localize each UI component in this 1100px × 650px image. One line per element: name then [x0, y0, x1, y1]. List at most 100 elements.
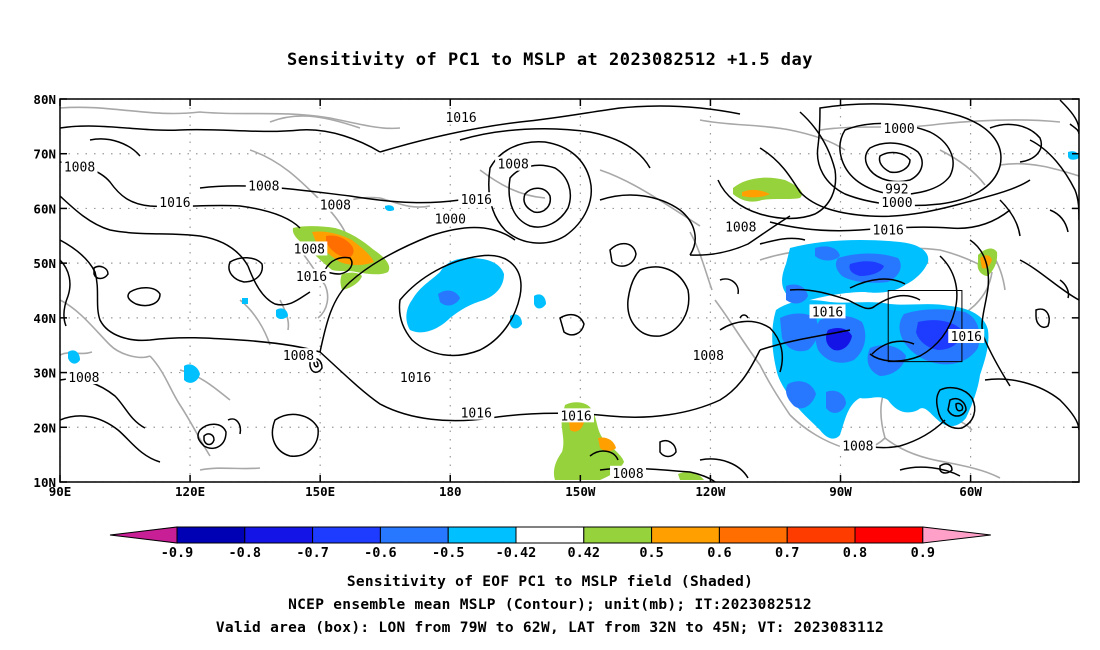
- contour-label-16: 1016: [951, 330, 982, 345]
- contour-label-24: 1008: [612, 467, 643, 482]
- axis-ticks: [59, 98, 1079, 483]
- tick-label-lon-7: 60W: [959, 484, 982, 499]
- colorbar-bin-6: [583, 526, 653, 544]
- contour-label-bg-22: [558, 408, 595, 423]
- colorbar-label-4: -0.5: [432, 545, 465, 561]
- contour-label-bg-5: [878, 194, 915, 209]
- colorbar-bin-7: [651, 526, 720, 544]
- contour-label-6: 1008: [248, 180, 279, 195]
- tick-label-lat-0: 80N: [33, 92, 56, 107]
- tick-label-lat-1: 70N: [33, 147, 56, 162]
- contour-label-1: 1000: [883, 122, 914, 137]
- contour-label-bg-10: [432, 211, 469, 226]
- contour-label-bg-16: [948, 329, 985, 344]
- contour-label-bg-9: [458, 192, 495, 207]
- contour-label-19: 1016: [400, 371, 431, 386]
- contour-label-bg-24: [610, 465, 647, 480]
- contour-label-bg-4: [882, 181, 911, 196]
- tick-label-lon-3: 180: [439, 484, 462, 499]
- colorbar-label-10: 0.8: [843, 545, 867, 561]
- contour-label-4: 992: [885, 182, 908, 197]
- colorbar-bin-9: [786, 526, 856, 544]
- tick-label-lon-6: 90W: [829, 484, 852, 499]
- sensitivity-shading: [68, 151, 1079, 480]
- contour-label-3: 1008: [497, 158, 528, 173]
- colorbar-label-7: 0.5: [639, 545, 663, 561]
- colorbar-label-8: 0.6: [707, 545, 731, 561]
- contour-label-bg-13: [291, 241, 328, 256]
- contour-label-12: 1016: [873, 223, 904, 238]
- contour-label-bg-23: [839, 438, 876, 453]
- contour-label-bg-19: [397, 370, 434, 385]
- contour-label-23: 1008: [842, 439, 873, 454]
- colorbar-bin-1: [244, 526, 314, 544]
- axis-tick-labels: 90E 120E 150E 180 150W 120W 90W 60W 80N 70N 60N 50N…: [33, 92, 982, 499]
- colorbar-bin-0: [176, 526, 246, 544]
- tick-label-lon-2: 150E: [305, 484, 335, 499]
- caption-line-2: NCEP ensemble mean MSLP (Contour); unit(…: [288, 597, 812, 613]
- contour-label-bg-14: [293, 268, 330, 283]
- colorbar-high-triangle: [922, 526, 991, 544]
- colorbar-label-0: -0.9: [161, 545, 194, 561]
- contour-label-bg-6: [245, 178, 282, 193]
- colorbar-label-11: 0.9: [911, 545, 935, 561]
- contour-label-bg-21: [458, 405, 495, 420]
- tick-label-lat-5: 30N: [33, 366, 56, 381]
- caption-line-3: Valid area (box): LON from 79W to 62W, L…: [215, 620, 885, 636]
- colorbar-label-1: -0.8: [229, 545, 262, 561]
- colorbar-bin-4: [447, 526, 517, 544]
- tick-label-lon-5: 120W: [695, 484, 726, 499]
- contour-label-14: 1016: [296, 270, 327, 285]
- contour-label-17: 1008: [283, 349, 314, 364]
- contour-label-2: 1008: [64, 160, 95, 175]
- contour-label-15: 1016: [812, 305, 843, 320]
- page-title: Sensitivity of PC1 to MSLP at 2023082512…: [286, 50, 813, 70]
- tick-label-lon-1: 120E: [175, 484, 205, 499]
- contour-label-9: 1016: [461, 193, 492, 208]
- contour-label-bg-11: [722, 219, 759, 234]
- colorbar: -0.9 -0.8 -0.7 -0.6 -0.5 -0.42 0.42 0.5 0.6 0.7 0.…: [109, 526, 991, 561]
- contour-label-7: 1016: [159, 196, 190, 211]
- contour-label-10: 1000: [435, 212, 466, 227]
- contour-label-bg-3: [495, 156, 532, 171]
- colorbar-low-triangle: [109, 526, 178, 544]
- colorbar-label-2: -0.7: [296, 545, 329, 561]
- contour-label-8: 1008: [320, 199, 351, 214]
- contour-label-13: 1008: [294, 242, 325, 257]
- contour-label-22: 1016: [560, 409, 591, 424]
- contour-label-bg-8: [317, 197, 354, 212]
- contour-label-bg-15: [809, 304, 846, 319]
- tick-label-lon-0: 90E: [49, 484, 72, 499]
- tick-label-lat-7: 10N: [33, 475, 56, 490]
- colorbar-bin-2: [312, 526, 381, 544]
- contour-label-bg-20: [65, 370, 102, 385]
- contour-label-20: 1008: [68, 371, 99, 386]
- contour-label-11: 1008: [725, 221, 756, 236]
- contour-label-21: 1016: [461, 407, 492, 422]
- contour-label-5: 1000: [881, 196, 912, 211]
- plot-frame: [59, 98, 1080, 483]
- valid-area-box: [887, 290, 963, 363]
- contour-label-bg-1: [881, 121, 918, 136]
- colorbar-bin-10: [854, 526, 924, 544]
- colorbar-label-3: -0.6: [364, 545, 397, 561]
- colorbar-bin-5: [515, 526, 585, 544]
- colorbar-label-6: 0.42: [568, 545, 601, 561]
- contour-label-18: 1008: [693, 349, 724, 364]
- colorbar-bin-3: [379, 526, 449, 544]
- contour-label-bg-2: [61, 159, 98, 174]
- colorbar-bin-8: [718, 526, 788, 544]
- contour-label-bg-7: [156, 194, 193, 209]
- caption-line-1: Sensitivity of EOF PC1 to MSLP field (Sh…: [346, 574, 754, 590]
- contour-label-0: 1016: [445, 111, 476, 126]
- tick-label-lon-4: 150W: [565, 484, 596, 499]
- contour-label-bg-12: [870, 222, 907, 237]
- contour-label-bg-18: [690, 348, 727, 363]
- tick-label-lat-2: 60N: [33, 201, 56, 216]
- tick-label-lat-3: 50N: [33, 256, 56, 271]
- colorbar-label-5: -0.42: [496, 545, 537, 561]
- tick-label-lat-6: 20N: [33, 420, 56, 435]
- contour-label-bg-17: [280, 348, 317, 363]
